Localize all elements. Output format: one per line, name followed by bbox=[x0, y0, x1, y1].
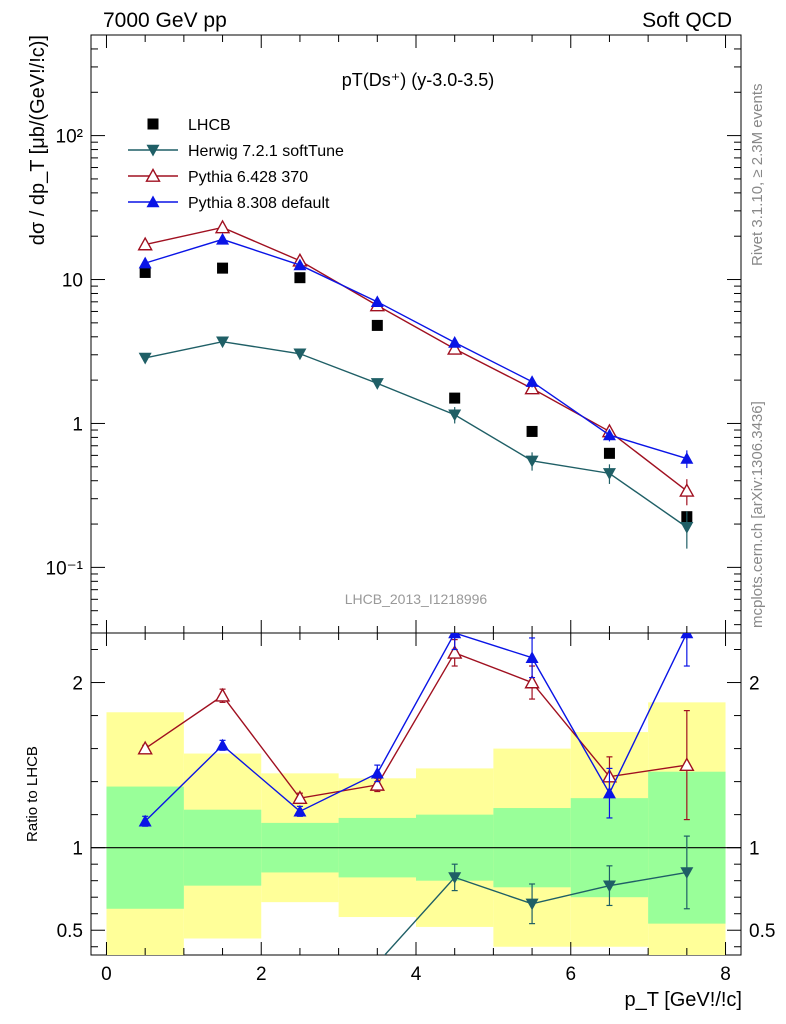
series-line bbox=[144, 238, 688, 460]
data-point bbox=[214, 219, 231, 234]
y-tick-label: 10 bbox=[62, 271, 83, 292]
data-point bbox=[216, 738, 230, 751]
data-point bbox=[447, 644, 463, 659]
legend-marker bbox=[147, 118, 159, 130]
legend-label: Pythia 6.428 370 bbox=[188, 169, 308, 186]
data-point bbox=[680, 867, 694, 879]
data-point bbox=[138, 352, 152, 365]
data-point bbox=[448, 872, 462, 884]
series-line bbox=[145, 340, 688, 528]
data-point bbox=[679, 757, 695, 772]
data-point bbox=[603, 447, 615, 459]
ratio-y-axis-label: Ratio to LHCB bbox=[24, 746, 41, 842]
data-point bbox=[294, 272, 306, 284]
x-tick-label: 0 bbox=[101, 964, 112, 985]
main-plot-title: pT(Ds⁺) (y-3.0-3.5) bbox=[342, 70, 495, 90]
x-tick-label: 6 bbox=[565, 964, 576, 985]
x-tick-label: 2 bbox=[256, 964, 267, 985]
y-tick-label: 0.5 bbox=[57, 921, 83, 942]
data-point bbox=[370, 378, 384, 390]
main-y-axis-label: dσ / dp_T [μb/(GeV!/!c)] bbox=[27, 35, 49, 245]
data-point bbox=[524, 380, 540, 395]
data-point bbox=[525, 375, 539, 387]
data-point bbox=[447, 340, 463, 355]
source-reference-label: mcplots.cern.ch [arXiv:1306.3436] bbox=[749, 401, 766, 628]
data-point bbox=[371, 319, 383, 331]
data-point bbox=[293, 258, 307, 271]
y-tick-label: 1 bbox=[72, 839, 83, 860]
data-point bbox=[524, 674, 540, 689]
data-point bbox=[525, 455, 539, 468]
data-point bbox=[216, 232, 230, 245]
y-tick-label-right: 2 bbox=[749, 674, 760, 695]
legend-marker bbox=[146, 195, 160, 208]
series-line bbox=[144, 651, 687, 799]
data-point bbox=[680, 633, 694, 639]
data-point bbox=[525, 651, 539, 663]
data-point bbox=[370, 766, 384, 779]
legend-label: LHCB bbox=[188, 117, 231, 134]
data-point bbox=[680, 522, 694, 534]
data-point bbox=[217, 262, 229, 274]
data-point bbox=[214, 687, 231, 702]
series-line bbox=[145, 226, 688, 492]
data-point bbox=[138, 814, 152, 827]
data-point bbox=[137, 236, 153, 251]
y-tick-label-right: 0.5 bbox=[749, 921, 775, 942]
legend-marker bbox=[146, 144, 160, 157]
data-point bbox=[293, 348, 307, 361]
y-tick-label: 10² bbox=[56, 127, 83, 148]
y-tick-label-right: 1 bbox=[749, 839, 760, 860]
data-point bbox=[679, 482, 695, 497]
y-tick-label: 1 bbox=[72, 414, 83, 435]
series-line bbox=[144, 633, 688, 822]
legend-label: Herwig 7.2.1 softTune bbox=[188, 143, 344, 160]
data-point bbox=[602, 786, 616, 799]
data-point bbox=[138, 256, 152, 269]
x-tick-label: 4 bbox=[411, 964, 422, 985]
header-process-label: Soft QCD bbox=[642, 9, 732, 32]
series-pythia-8-308-default bbox=[138, 232, 694, 469]
data-point bbox=[216, 336, 230, 349]
data-point bbox=[369, 776, 385, 791]
data-point bbox=[137, 740, 153, 755]
data-point bbox=[448, 409, 462, 422]
ratio-x-axis-label: p_T [GeV!/!c] bbox=[625, 989, 742, 1011]
legend-marker bbox=[145, 168, 161, 182]
ratio-series-pythia-8-308-default bbox=[138, 633, 694, 827]
data-point bbox=[448, 336, 462, 348]
data-point bbox=[370, 295, 384, 308]
data-point bbox=[680, 452, 694, 464]
y-tick-label: 2 bbox=[72, 674, 83, 695]
data-point bbox=[293, 804, 307, 817]
data-point bbox=[526, 425, 538, 437]
y-tick-label: 10⁻¹ bbox=[46, 558, 84, 579]
x-tick-label: 8 bbox=[720, 964, 731, 985]
rivet-version-label: Rivet 3.1.10, ≥ 2.3M events bbox=[749, 84, 766, 267]
legend-label: Pythia 8.308 default bbox=[188, 195, 330, 212]
header-energy-label: 7000 GeV pp bbox=[103, 9, 227, 32]
data-point bbox=[602, 880, 616, 893]
watermark-label: LHCB_2013_I1218996 bbox=[345, 591, 488, 607]
data-point bbox=[525, 898, 539, 911]
data-point bbox=[449, 392, 461, 404]
data-point bbox=[139, 266, 151, 278]
legend: LHCB Herwig 7.2.1 softTune Pythia 6.428 37… bbox=[128, 117, 344, 212]
data-point bbox=[602, 428, 616, 441]
data-point bbox=[602, 468, 616, 480]
ratio-series-herwig-7-2-1-softtune bbox=[383, 835, 694, 955]
series-herwig-7-2-1-softtune bbox=[138, 336, 694, 549]
data-point bbox=[448, 633, 462, 639]
data-point bbox=[292, 790, 308, 805]
